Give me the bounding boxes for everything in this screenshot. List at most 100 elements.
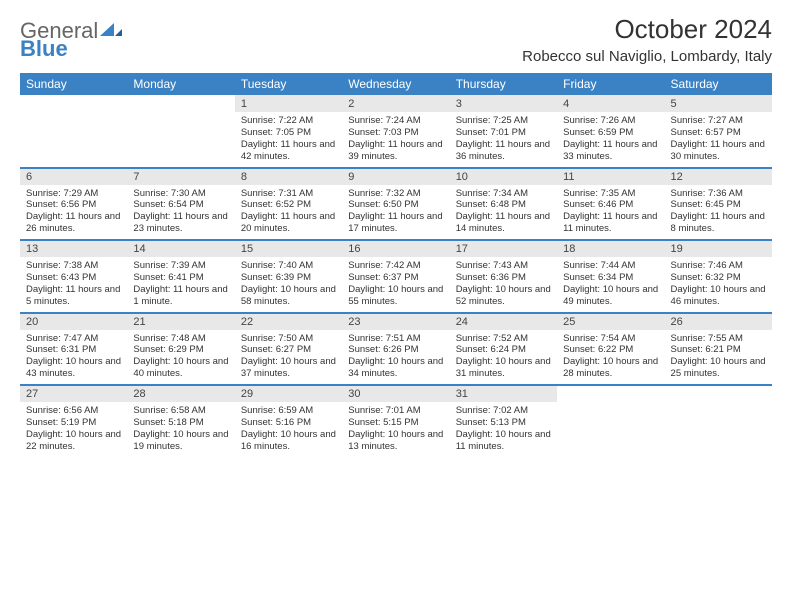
content-row: Sunrise: 7:47 AMSunset: 6:31 PMDaylight:…	[20, 330, 772, 386]
sunrise: Sunrise: 7:36 AM	[671, 188, 766, 200]
daylight: Daylight: 11 hours and 23 minutes.	[133, 211, 228, 235]
sunset: Sunset: 6:29 PM	[133, 344, 228, 356]
sunrise: Sunrise: 7:51 AM	[348, 333, 443, 345]
daylight: Daylight: 10 hours and 19 minutes.	[133, 429, 228, 453]
day-number-cell: 13	[20, 240, 127, 257]
daylight: Daylight: 11 hours and 17 minutes.	[348, 211, 443, 235]
col-wednesday: Wednesday	[342, 73, 449, 95]
day-number-cell: 29	[235, 385, 342, 402]
calendar-table: Sunday Monday Tuesday Wednesday Thursday…	[20, 73, 772, 457]
sunrise: Sunrise: 7:31 AM	[241, 188, 336, 200]
day-content-cell: Sunrise: 7:42 AMSunset: 6:37 PMDaylight:…	[342, 257, 449, 313]
sunset: Sunset: 7:05 PM	[241, 127, 336, 139]
daylight: Daylight: 11 hours and 20 minutes.	[241, 211, 336, 235]
day-number-cell: 25	[557, 313, 664, 330]
daylight: Daylight: 11 hours and 1 minute.	[133, 284, 228, 308]
sunset: Sunset: 7:03 PM	[348, 127, 443, 139]
daylight: Daylight: 11 hours and 11 minutes.	[563, 211, 658, 235]
sunrise: Sunrise: 6:56 AM	[26, 405, 121, 417]
logo-line2: Blue	[20, 36, 68, 62]
sunrise: Sunrise: 7:44 AM	[563, 260, 658, 272]
day-content-cell: Sunrise: 7:32 AMSunset: 6:50 PMDaylight:…	[342, 185, 449, 241]
daylight: Daylight: 10 hours and 11 minutes.	[456, 429, 551, 453]
sunset: Sunset: 6:36 PM	[456, 272, 551, 284]
sunrise: Sunrise: 7:34 AM	[456, 188, 551, 200]
daylight: Daylight: 10 hours and 43 minutes.	[26, 356, 121, 380]
day-number-cell: 24	[450, 313, 557, 330]
daylight: Daylight: 10 hours and 55 minutes.	[348, 284, 443, 308]
sunset: Sunset: 6:59 PM	[563, 127, 658, 139]
logo-triangle-icon	[100, 21, 122, 37]
sunrise: Sunrise: 7:02 AM	[456, 405, 551, 417]
day-content-cell: Sunrise: 7:44 AMSunset: 6:34 PMDaylight:…	[557, 257, 664, 313]
day-number-cell: 16	[342, 240, 449, 257]
day-number-cell: 30	[342, 385, 449, 402]
daylight: Daylight: 10 hours and 31 minutes.	[456, 356, 551, 380]
daylight: Daylight: 11 hours and 30 minutes.	[671, 139, 766, 163]
col-sunday: Sunday	[20, 73, 127, 95]
day-number-cell: 15	[235, 240, 342, 257]
sunset: Sunset: 6:31 PM	[26, 344, 121, 356]
day-content-cell: Sunrise: 7:38 AMSunset: 6:43 PMDaylight:…	[20, 257, 127, 313]
sunrise: Sunrise: 6:58 AM	[133, 405, 228, 417]
daylight: Daylight: 10 hours and 13 minutes.	[348, 429, 443, 453]
sunset: Sunset: 6:57 PM	[671, 127, 766, 139]
sunset: Sunset: 6:46 PM	[563, 199, 658, 211]
daylight: Daylight: 10 hours and 37 minutes.	[241, 356, 336, 380]
day-content-cell: Sunrise: 7:22 AMSunset: 7:05 PMDaylight:…	[235, 112, 342, 168]
sunrise: Sunrise: 7:38 AM	[26, 260, 121, 272]
title-block: October 2024 Robecco sul Naviglio, Lomba…	[522, 14, 772, 65]
content-row: Sunrise: 7:22 AMSunset: 7:05 PMDaylight:…	[20, 112, 772, 168]
col-thursday: Thursday	[450, 73, 557, 95]
content-row: Sunrise: 6:56 AMSunset: 5:19 PMDaylight:…	[20, 402, 772, 457]
daylight: Daylight: 10 hours and 28 minutes.	[563, 356, 658, 380]
daylight: Daylight: 11 hours and 26 minutes.	[26, 211, 121, 235]
header: General October 2024 Robecco sul Navigli…	[20, 14, 772, 65]
sunrise: Sunrise: 7:01 AM	[348, 405, 443, 417]
sunrise: Sunrise: 7:35 AM	[563, 188, 658, 200]
sunrise: Sunrise: 7:52 AM	[456, 333, 551, 345]
sunset: Sunset: 6:37 PM	[348, 272, 443, 284]
sunset: Sunset: 6:43 PM	[26, 272, 121, 284]
location: Robecco sul Naviglio, Lombardy, Italy	[522, 48, 772, 65]
day-number-cell: 6	[20, 168, 127, 185]
daylight: Daylight: 11 hours and 39 minutes.	[348, 139, 443, 163]
daylight: Daylight: 10 hours and 34 minutes.	[348, 356, 443, 380]
day-content-cell: Sunrise: 6:56 AMSunset: 5:19 PMDaylight:…	[20, 402, 127, 457]
col-monday: Monday	[127, 73, 234, 95]
sunrise: Sunrise: 7:48 AM	[133, 333, 228, 345]
sunset: Sunset: 6:45 PM	[671, 199, 766, 211]
daylight: Daylight: 10 hours and 25 minutes.	[671, 356, 766, 380]
day-number-cell: 11	[557, 168, 664, 185]
content-row: Sunrise: 7:29 AMSunset: 6:56 PMDaylight:…	[20, 185, 772, 241]
daylight: Daylight: 10 hours and 52 minutes.	[456, 284, 551, 308]
day-content-cell: Sunrise: 7:48 AMSunset: 6:29 PMDaylight:…	[127, 330, 234, 386]
day-content-cell: Sunrise: 6:58 AMSunset: 5:18 PMDaylight:…	[127, 402, 234, 457]
day-number-cell: 2	[342, 95, 449, 112]
sunset: Sunset: 6:32 PM	[671, 272, 766, 284]
day-content-cell: Sunrise: 6:59 AMSunset: 5:16 PMDaylight:…	[235, 402, 342, 457]
day-content-cell: Sunrise: 7:25 AMSunset: 7:01 PMDaylight:…	[450, 112, 557, 168]
day-content-cell: Sunrise: 7:26 AMSunset: 6:59 PMDaylight:…	[557, 112, 664, 168]
sunset: Sunset: 6:50 PM	[348, 199, 443, 211]
sunrise: Sunrise: 7:40 AM	[241, 260, 336, 272]
daylight: Daylight: 10 hours and 22 minutes.	[26, 429, 121, 453]
daylight: Daylight: 11 hours and 14 minutes.	[456, 211, 551, 235]
day-content-cell: Sunrise: 7:02 AMSunset: 5:13 PMDaylight:…	[450, 402, 557, 457]
daylight: Daylight: 10 hours and 40 minutes.	[133, 356, 228, 380]
sunset: Sunset: 6:56 PM	[26, 199, 121, 211]
day-number-cell: 17	[450, 240, 557, 257]
day-content-cell	[20, 112, 127, 168]
day-content-cell: Sunrise: 7:01 AMSunset: 5:15 PMDaylight:…	[342, 402, 449, 457]
day-content-cell: Sunrise: 7:27 AMSunset: 6:57 PMDaylight:…	[665, 112, 772, 168]
day-number-cell: 28	[127, 385, 234, 402]
day-number-cell: 26	[665, 313, 772, 330]
day-number-cell: 5	[665, 95, 772, 112]
day-number-cell: 4	[557, 95, 664, 112]
daylight: Daylight: 10 hours and 49 minutes.	[563, 284, 658, 308]
day-content-cell	[557, 402, 664, 457]
sunset: Sunset: 5:16 PM	[241, 417, 336, 429]
day-number-cell: 18	[557, 240, 664, 257]
sunrise: Sunrise: 7:46 AM	[671, 260, 766, 272]
day-content-cell: Sunrise: 7:39 AMSunset: 6:41 PMDaylight:…	[127, 257, 234, 313]
